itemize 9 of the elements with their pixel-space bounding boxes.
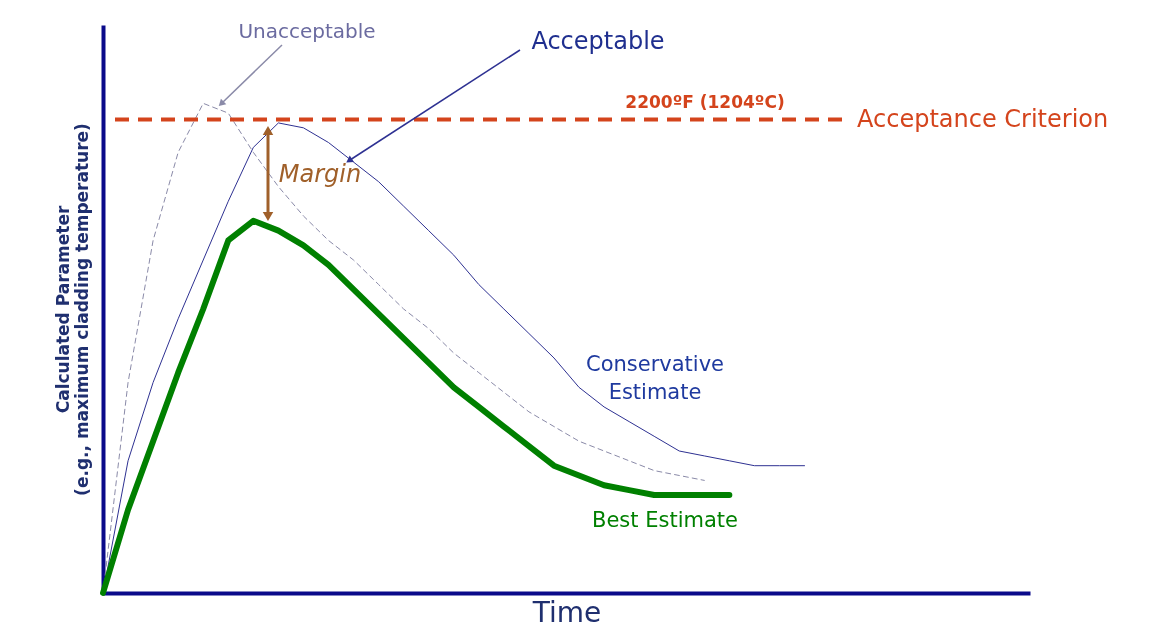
x-axis-title: Time — [531, 595, 602, 629]
series-label: Best Estimate — [592, 508, 738, 532]
annotation: 2200ºF (1204ºC) — [625, 92, 785, 112]
text: Acceptable — [531, 27, 665, 55]
series-label: Conservative Estimate — [585, 352, 725, 404]
ref-line-label: Acceptance Criterion — [857, 104, 1109, 133]
y-axis-title: Calculated Parameter (e.g., maximum cladding temperature) — [52, 123, 92, 496]
text: Unacceptable — [238, 19, 376, 43]
annotation: Margin — [278, 160, 362, 188]
